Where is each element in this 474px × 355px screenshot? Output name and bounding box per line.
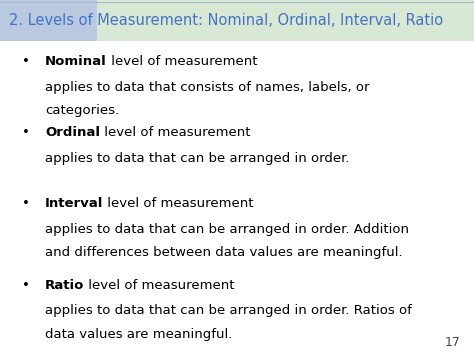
Text: level of measurement: level of measurement bbox=[103, 197, 254, 210]
Text: applies to data that can be arranged in order. Ratios of: applies to data that can be arranged in … bbox=[45, 304, 412, 317]
Text: and differences between data values are meaningful.: and differences between data values are … bbox=[45, 246, 402, 259]
Text: level of measurement: level of measurement bbox=[84, 279, 235, 292]
Text: categories.: categories. bbox=[45, 104, 119, 117]
Text: Ratio: Ratio bbox=[45, 279, 84, 292]
Bar bbox=[0, 0, 97, 41]
Text: 17: 17 bbox=[445, 335, 461, 349]
Text: data values are meaningful.: data values are meaningful. bbox=[45, 328, 232, 341]
Text: •: • bbox=[22, 126, 30, 139]
Text: 2. Levels of Measurement: Nominal, Ordinal, Interval, Ratio: 2. Levels of Measurement: Nominal, Ordin… bbox=[9, 13, 443, 28]
Text: •: • bbox=[22, 197, 30, 210]
Bar bbox=[0, 0, 474, 4]
Bar bbox=[0, 0, 474, 41]
Text: Interval: Interval bbox=[45, 197, 103, 210]
Text: applies to data that can be arranged in order. Addition: applies to data that can be arranged in … bbox=[45, 223, 409, 236]
Text: applies to data that can be arranged in order.: applies to data that can be arranged in … bbox=[45, 152, 349, 165]
Text: Ordinal: Ordinal bbox=[45, 126, 100, 139]
Text: Nominal: Nominal bbox=[45, 55, 107, 68]
Text: •: • bbox=[22, 55, 30, 68]
Text: •: • bbox=[22, 279, 30, 292]
Bar bbox=[0, 2, 474, 4]
Text: level of measurement: level of measurement bbox=[100, 126, 251, 139]
Text: applies to data that consists of names, labels, or: applies to data that consists of names, … bbox=[45, 81, 370, 94]
Text: level of measurement: level of measurement bbox=[107, 55, 257, 68]
